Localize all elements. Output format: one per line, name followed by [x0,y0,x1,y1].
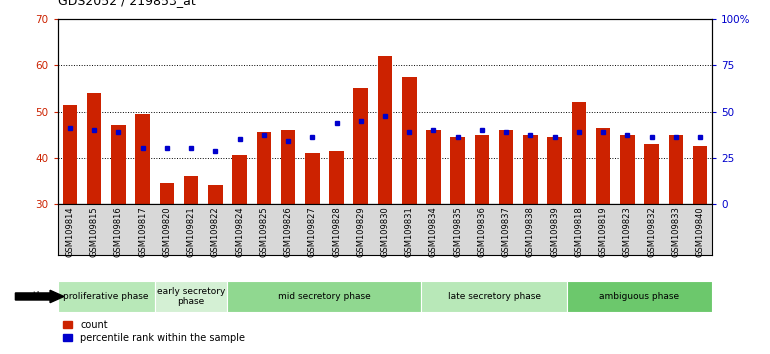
Bar [233,155,247,204]
Bar [305,153,320,204]
Text: GSM109840: GSM109840 [695,206,705,257]
Bar [567,281,712,312]
Bar [668,135,683,204]
Bar [353,88,368,204]
Text: GSM109830: GSM109830 [380,206,390,257]
Bar [596,127,611,204]
Bar [184,176,199,204]
Bar [378,56,392,204]
Bar [87,93,102,204]
Bar [693,146,708,204]
Bar [547,137,562,204]
Text: GSM109824: GSM109824 [235,206,244,257]
Text: GSM109829: GSM109829 [357,206,365,257]
Bar [330,151,343,204]
Text: GSM109826: GSM109826 [283,206,293,257]
Bar [155,281,227,312]
Text: GSM109822: GSM109822 [211,206,219,257]
Bar [620,135,634,204]
Text: GDS2052 / 219853_at: GDS2052 / 219853_at [58,0,196,7]
Text: GSM109834: GSM109834 [429,206,438,257]
Bar [421,281,567,312]
Text: GSM109838: GSM109838 [526,206,535,257]
Text: GSM109818: GSM109818 [574,206,584,257]
Legend: count, percentile rank within the sample: count, percentile rank within the sample [62,320,245,343]
Text: GSM109820: GSM109820 [162,206,172,257]
Text: late secretory phase: late secretory phase [447,292,541,301]
Bar [523,135,537,204]
Bar [644,144,659,204]
Text: GSM109836: GSM109836 [477,206,487,257]
Text: GSM109828: GSM109828 [332,206,341,257]
Bar [208,185,223,204]
Bar [111,125,126,204]
Text: GSM109819: GSM109819 [598,206,608,257]
Text: GSM109821: GSM109821 [186,206,196,257]
Text: proliferative phase: proliferative phase [63,292,149,301]
Text: GSM109825: GSM109825 [259,206,268,257]
Text: mid secretory phase: mid secretory phase [278,292,371,301]
Text: GSM109823: GSM109823 [623,206,632,257]
Bar [427,130,440,204]
Bar [571,102,586,204]
Text: GSM109837: GSM109837 [502,206,511,257]
Bar [136,114,150,204]
Text: other: other [28,291,54,302]
Text: GSM109817: GSM109817 [138,206,147,257]
Bar [281,130,296,204]
Text: GSM109831: GSM109831 [405,206,413,257]
Text: GSM109833: GSM109833 [671,206,681,257]
Text: GSM109827: GSM109827 [308,206,316,257]
Bar [474,135,489,204]
Text: GSM109816: GSM109816 [114,206,123,257]
Bar [58,281,155,312]
Text: GSM109814: GSM109814 [65,206,75,257]
Bar [450,137,465,204]
Bar [62,104,77,204]
Text: GSM109839: GSM109839 [551,206,559,257]
Text: early secretory
phase: early secretory phase [157,287,226,306]
Text: GSM109815: GSM109815 [89,206,99,257]
Bar [159,183,174,204]
Text: GSM109835: GSM109835 [454,206,462,257]
Bar [402,77,417,204]
Text: GSM109832: GSM109832 [647,206,656,257]
Bar [256,132,271,204]
Bar [227,281,421,312]
Bar [499,130,514,204]
Text: ambiguous phase: ambiguous phase [600,292,680,301]
